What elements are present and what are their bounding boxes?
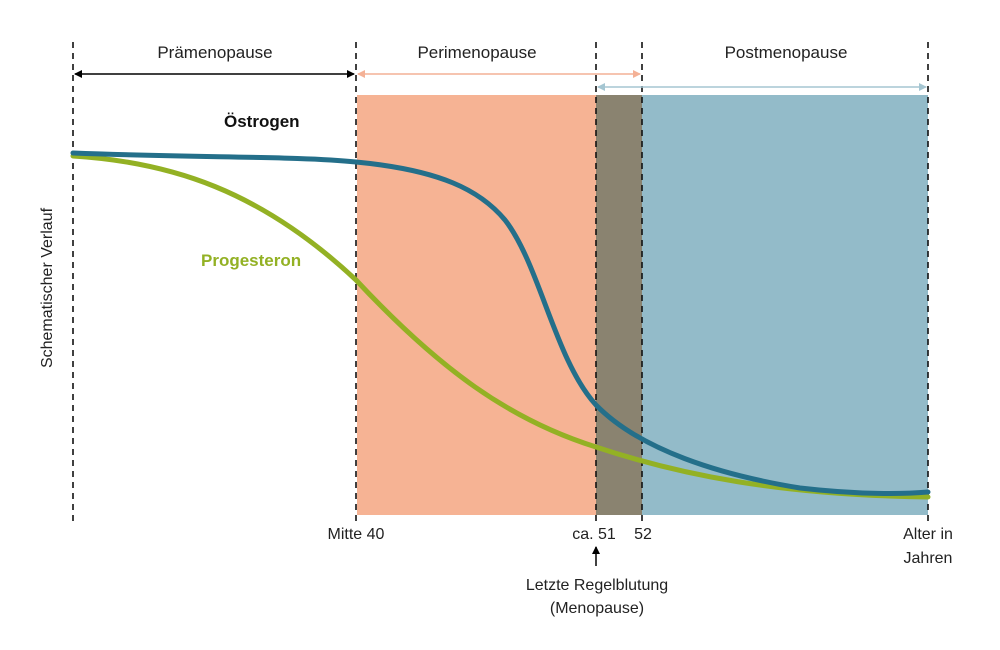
phase-label-postmenopause: Postmenopause	[725, 43, 848, 62]
menopause-annotation-line-2: (Menopause)	[550, 600, 644, 617]
x-tick-label-ca-51: ca. 51	[572, 526, 616, 543]
x-tick-label-52: 52	[634, 526, 652, 543]
series-line-progesteron	[70, 153, 931, 500]
series-label-oestrogen: Östrogen	[224, 112, 300, 131]
x-axis-label-line-2: Jahren	[904, 550, 953, 567]
phase-label-perimenopause: Perimenopause	[417, 43, 536, 62]
y-axis-label: Schematischer Verlauf	[39, 207, 56, 368]
postmenopause-area	[642, 95, 928, 515]
phase-label-praemenopause: Prämenopause	[157, 43, 272, 62]
series-label-progesteron: Progesteron	[201, 251, 301, 270]
perimenopause-area	[357, 95, 596, 515]
phase-boundaries	[72, 42, 929, 525]
series-line-oestrogen	[70, 150, 931, 496]
menopause-annotation-line-1: Letzte Regelblutung	[526, 577, 668, 594]
transition-band	[596, 95, 642, 515]
x-tick-label-mitte-40: Mitte 40	[328, 526, 385, 543]
x-axis-label-line-1: Alter in	[903, 526, 953, 543]
